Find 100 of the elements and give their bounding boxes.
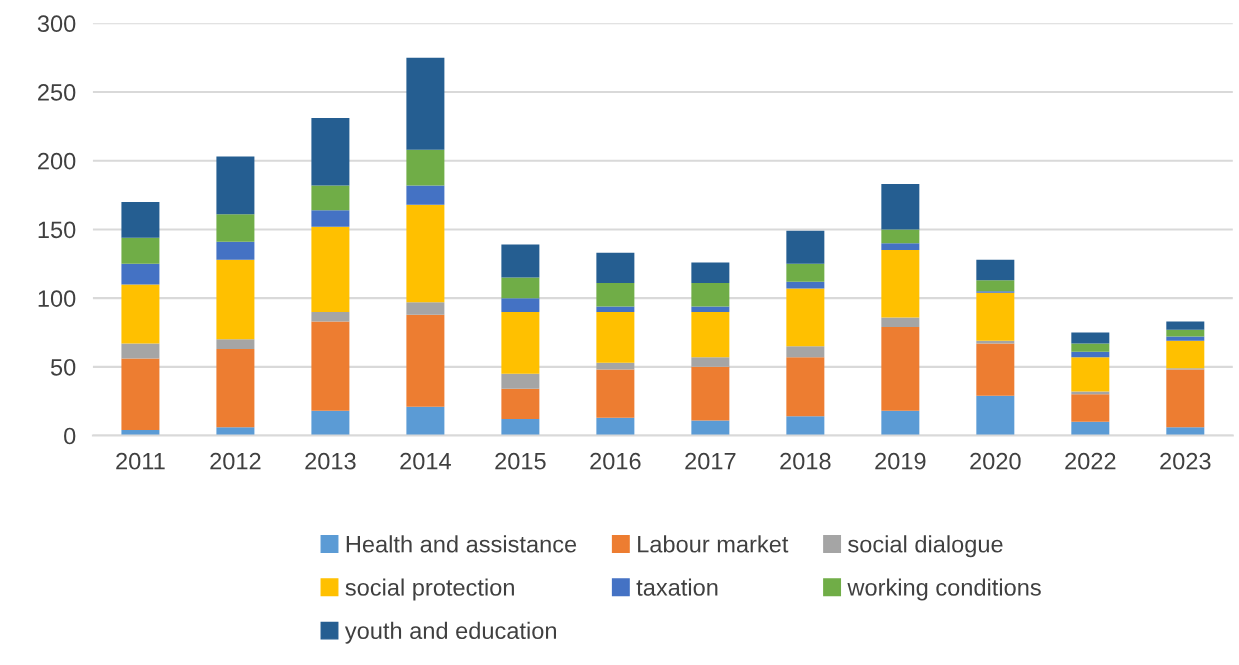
bar: [1166, 336, 1205, 341]
bar: [121, 237, 160, 264]
bar: [976, 343, 1015, 396]
bar: [216, 427, 255, 436]
x-tick-label: 2011: [116, 452, 165, 470]
x-tick-label: 2016: [590, 452, 641, 470]
bar: [691, 311, 730, 358]
bar: [121, 201, 160, 238]
bar: [691, 366, 730, 421]
bar: [596, 252, 635, 284]
bar: [406, 204, 445, 303]
bar: [786, 346, 825, 358]
bar: [596, 369, 635, 418]
legend-label: working conditions: [847, 578, 1041, 601]
bar: [406, 185, 445, 205]
bar: [1071, 357, 1110, 392]
bar: [976, 395, 1015, 436]
bar: [786, 357, 825, 417]
x-tick-label: 2015: [495, 452, 546, 470]
bar: [1166, 329, 1205, 337]
bar: [881, 317, 920, 327]
bar: [501, 419, 540, 436]
bar: [501, 277, 540, 299]
bar: [311, 210, 350, 227]
bar: [121, 430, 160, 436]
y-tick-label: 150: [38, 221, 76, 239]
bar: [1166, 369, 1205, 428]
bar: [216, 156, 255, 215]
legend-label: social dialogue: [848, 535, 1003, 558]
x-tick-label: 2020: [970, 452, 1021, 470]
bar: [881, 229, 920, 244]
bar: [121, 358, 160, 431]
legend-label: youth and education: [344, 621, 556, 644]
bar: [596, 311, 635, 363]
bar: [311, 311, 350, 322]
bar: [501, 244, 540, 278]
legend-label: social protection: [345, 578, 514, 601]
bar: [881, 250, 920, 318]
y-tick-label: 200: [38, 152, 76, 170]
bar: [786, 263, 825, 282]
bar: [216, 214, 255, 242]
y-tick-label: 50: [50, 358, 76, 376]
bar: [311, 410, 350, 436]
bar: [786, 230, 825, 264]
bar: [501, 373, 540, 389]
bar: [216, 259, 255, 340]
bar: [1071, 332, 1110, 344]
bar: [786, 416, 825, 436]
bar: [311, 321, 350, 411]
x-tick-label: 2014: [400, 452, 451, 470]
bar: [976, 292, 1015, 341]
bar: [596, 362, 635, 370]
bar: [596, 306, 635, 312]
bar: [121, 343, 160, 359]
y-tick-label: 0: [64, 427, 76, 445]
bar: [406, 57, 445, 150]
bar: [1166, 321, 1205, 330]
bar: [786, 288, 825, 347]
bar: [881, 410, 920, 436]
bar: [311, 185, 350, 211]
bar: [121, 263, 160, 285]
bar: [1071, 421, 1110, 436]
bar: [1166, 340, 1205, 369]
bar: [691, 306, 730, 312]
bar: [311, 226, 350, 312]
bar: [786, 281, 825, 289]
bar: [596, 417, 635, 436]
y-tick-label: 250: [38, 84, 76, 101]
y-tick-label: 100: [38, 290, 76, 307]
bar: [1071, 351, 1110, 358]
bar: [1071, 394, 1110, 422]
x-tick-label: 2012: [210, 452, 261, 470]
y-tick-label: 300: [37, 15, 76, 33]
bar: [311, 118, 350, 186]
bar: [976, 280, 1015, 292]
bar: [406, 314, 445, 407]
x-tick-label: 2019: [875, 452, 926, 470]
bar: [596, 283, 635, 307]
bar: [976, 259, 1015, 281]
x-tick-label: 2017: [685, 452, 736, 470]
bar: [691, 283, 730, 307]
bar: [216, 348, 255, 428]
x-tick-label: 2013: [305, 452, 356, 470]
bar: [501, 388, 540, 420]
bar: [501, 311, 540, 374]
x-tick-label: 2022: [1065, 452, 1116, 470]
bar: [406, 149, 445, 186]
bar: [406, 302, 445, 315]
bar: [881, 327, 920, 411]
bar: [691, 262, 730, 284]
bar: [881, 184, 920, 230]
x-tick-label: 2018: [780, 452, 831, 470]
legend-label: Health and assistance: [346, 535, 577, 553]
bar: [216, 339, 255, 349]
bar: [406, 406, 445, 436]
bar: [501, 298, 540, 312]
bar: [1071, 343, 1110, 352]
x-tick-label: 2023: [1160, 452, 1211, 470]
legend-label: Labour market: [638, 535, 789, 553]
bar: [121, 284, 160, 344]
